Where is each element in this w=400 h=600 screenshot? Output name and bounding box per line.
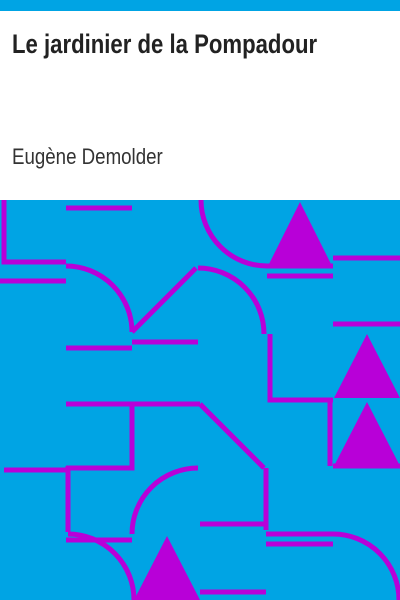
pattern-arc [197,265,267,335]
pattern-line [198,402,266,470]
pattern-triangles [134,202,400,600]
book-title: Le jardinier de la Pompadour [12,29,318,59]
triangle-icon [268,202,332,266]
triangle-icon [134,536,200,600]
pattern-arc [332,531,400,600]
book-author: Eugène Demolder [12,144,163,169]
top-accent-bar [0,0,400,11]
pattern-line [130,266,198,334]
pattern-line [66,406,135,471]
pattern-arc [198,200,268,269]
pattern-line [267,334,333,403]
pattern-arc [67,531,137,600]
cover-pattern-art [0,200,400,600]
pattern-line [1,200,66,265]
triangle-icon [334,402,400,466]
pattern-arc [129,465,199,535]
pattern-arc [65,263,135,333]
triangle-icon [334,334,400,398]
